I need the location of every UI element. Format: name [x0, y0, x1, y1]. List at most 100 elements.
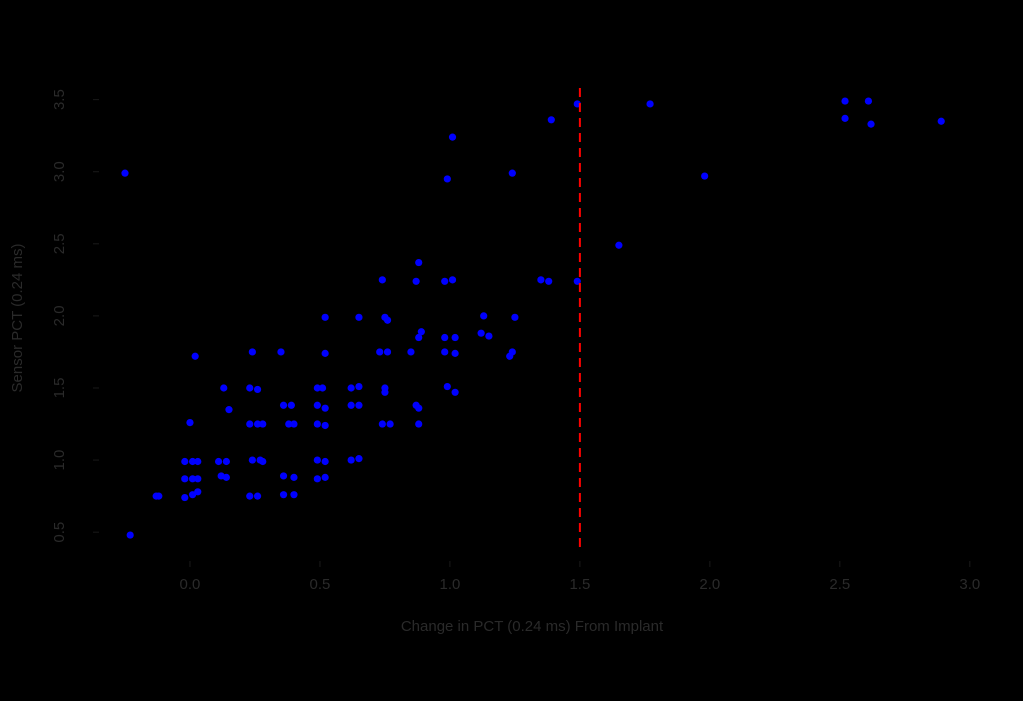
- point: [126, 531, 134, 539]
- point: [246, 492, 254, 500]
- point: [381, 388, 389, 396]
- point: [313, 456, 321, 464]
- point: [417, 328, 425, 336]
- point: [480, 312, 488, 320]
- point: [259, 420, 267, 428]
- point: [383, 348, 392, 356]
- point: [415, 258, 423, 267]
- point: [181, 457, 189, 466]
- point: [412, 277, 420, 285]
- point: [152, 492, 160, 500]
- x-tick-label: 1.5: [569, 576, 590, 593]
- x-tick-label: 2.5: [829, 576, 850, 593]
- point: [864, 97, 873, 105]
- y-axis-title: Sensor PCT (0.24 ms): [9, 244, 26, 393]
- point: [701, 172, 709, 180]
- point: [347, 401, 355, 409]
- point: [545, 277, 553, 285]
- point: [615, 241, 623, 249]
- point: [259, 457, 267, 466]
- point: [248, 348, 256, 356]
- point: [321, 349, 329, 357]
- point: [355, 455, 363, 463]
- point: [477, 329, 485, 337]
- point: [448, 276, 457, 284]
- point: [441, 348, 449, 356]
- point: [313, 475, 321, 483]
- point: [313, 384, 321, 392]
- point: [290, 420, 298, 428]
- point: [378, 420, 386, 428]
- x-tick-label: 3.0: [959, 576, 980, 593]
- x-tick-label: 0.5: [310, 576, 331, 593]
- point: [246, 420, 254, 428]
- point: [415, 333, 423, 342]
- point: [186, 418, 194, 427]
- point: [321, 404, 329, 412]
- point: [121, 169, 129, 177]
- point: [547, 116, 555, 124]
- point: [181, 493, 189, 502]
- point: [290, 473, 298, 481]
- y-tick-label: 3.0: [51, 161, 68, 182]
- point: [318, 384, 327, 392]
- y-tick-label: 2.0: [51, 305, 68, 326]
- point: [321, 457, 329, 466]
- point: [506, 352, 514, 360]
- point: [279, 401, 288, 409]
- point: [188, 475, 197, 483]
- point: [222, 473, 230, 481]
- point: [248, 456, 256, 464]
- point: [841, 114, 849, 122]
- point: [214, 457, 223, 466]
- point: [376, 348, 384, 356]
- point: [253, 492, 262, 500]
- point: [188, 457, 197, 466]
- point: [347, 456, 355, 464]
- x-tick-label: 0.0: [180, 576, 201, 593]
- point: [355, 382, 363, 391]
- point: [222, 457, 230, 466]
- point: [290, 491, 298, 499]
- point: [407, 348, 415, 356]
- point: [181, 475, 189, 483]
- point: [451, 349, 459, 357]
- point: [220, 384, 228, 392]
- point: [355, 401, 363, 409]
- point: [511, 313, 519, 321]
- point: [191, 352, 199, 360]
- point: [441, 277, 449, 285]
- point: [443, 382, 451, 391]
- x-tick-label: 1.0: [439, 576, 460, 593]
- y-tick-label: 0.5: [51, 522, 68, 543]
- point: [194, 488, 202, 496]
- point: [451, 388, 459, 396]
- point: [321, 421, 329, 430]
- point: [646, 100, 654, 108]
- point: [448, 133, 457, 141]
- x-tick-label: 2.0: [699, 576, 720, 593]
- point: [279, 472, 288, 480]
- point: [253, 420, 262, 428]
- y-tick-label: 1.0: [51, 450, 68, 471]
- point: [383, 316, 392, 324]
- point: [355, 313, 363, 321]
- point: [287, 401, 295, 409]
- point: [451, 333, 459, 342]
- y-tick-label: 2.5: [51, 233, 68, 254]
- x-axis-title: Change in PCT (0.24 ms) From Implant: [401, 618, 664, 635]
- point: [441, 333, 449, 342]
- point: [321, 473, 329, 481]
- point: [508, 169, 516, 177]
- y-tick-label: 3.5: [51, 89, 68, 110]
- point: [285, 420, 293, 428]
- point: [321, 313, 329, 321]
- point: [246, 384, 254, 392]
- point: [279, 491, 288, 499]
- point: [347, 384, 355, 392]
- point: [485, 332, 493, 340]
- point: [537, 276, 545, 284]
- point: [225, 406, 233, 414]
- point: [415, 420, 423, 428]
